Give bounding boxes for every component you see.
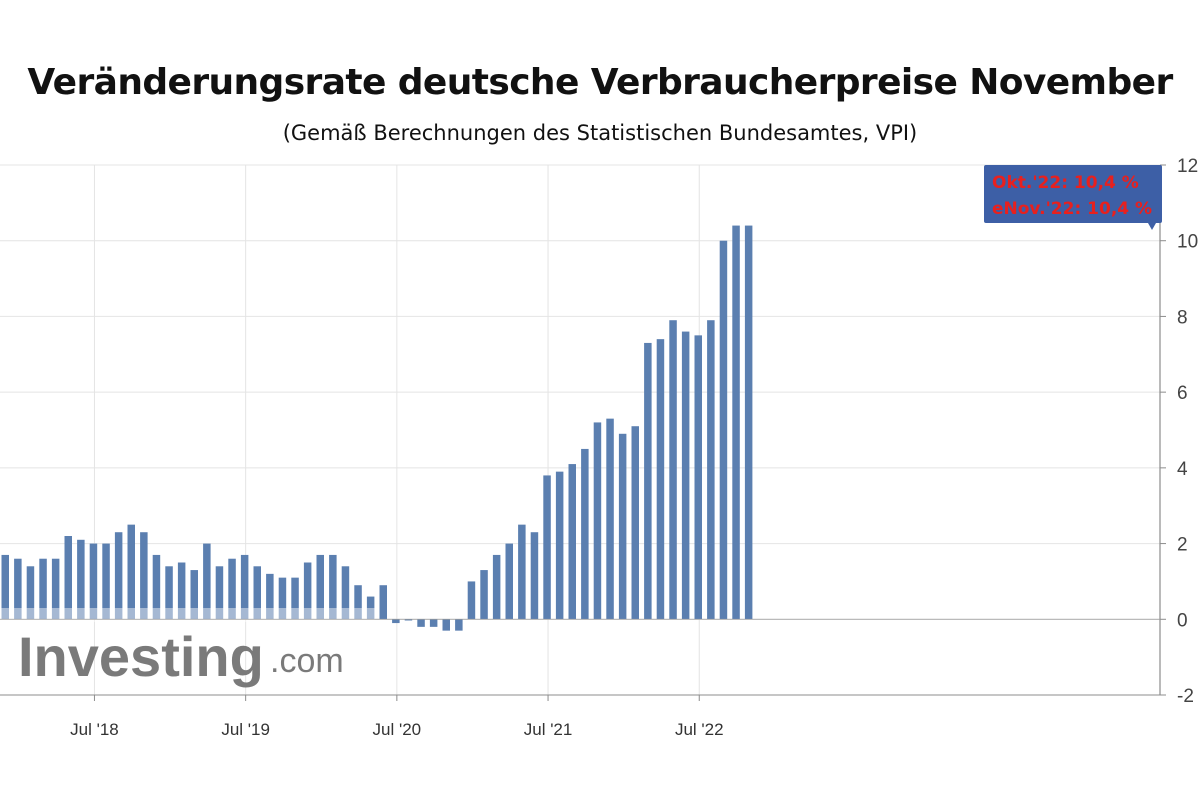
- bar-2021-05: [518, 524, 526, 620]
- y-tick-label: 2: [1177, 535, 1188, 556]
- x-tick-label: Jul '19: [221, 720, 270, 739]
- bar-2020-01: [316, 554, 324, 620]
- bar-2018-07: [89, 543, 98, 620]
- y-tick-label: 10: [1177, 232, 1198, 253]
- bar-2019-01: [165, 566, 173, 620]
- bar-2019-09: [266, 573, 274, 620]
- y-tick-label: 4: [1177, 459, 1188, 480]
- bar-2018-01: [14, 558, 22, 620]
- bar-2022-08: [707, 320, 715, 620]
- bar-2020-06: [379, 585, 387, 620]
- bar-2018-06: [77, 539, 85, 620]
- bar-2018-03: [39, 558, 47, 620]
- y-axis-ticks: -2 0 2 4 6 8 10 12: [1160, 156, 1198, 707]
- bar-2018-02: [26, 566, 35, 620]
- y-tick-label: 0: [1177, 610, 1188, 631]
- bar-2019-11: [291, 577, 299, 620]
- y-tick-label: 6: [1177, 383, 1188, 404]
- bar-2021-08: [555, 471, 564, 620]
- watermark-brand: Investing: [18, 625, 264, 688]
- bar-2022-01: [618, 433, 627, 620]
- chart-subtitle: (Gemäß Berechnungen des Statistischen Bu…: [282, 121, 918, 145]
- bar-2020-08: [404, 619, 413, 621]
- bar-2020-11: [442, 619, 450, 631]
- bar-2021-01: [467, 581, 476, 620]
- watermark-suffix: .com: [270, 642, 344, 680]
- bar-2022-07: [694, 335, 702, 620]
- bar-2018-10: [127, 524, 135, 620]
- bar-2020-07: [392, 619, 400, 624]
- bar-2019-08: [253, 566, 261, 620]
- y-tick-label: 12: [1177, 156, 1198, 177]
- chart-title: Veränderungsrate deutsche Verbraucherpre…: [27, 62, 1173, 103]
- x-tick-label: Jul '21: [524, 720, 573, 739]
- bar-2022-05: [669, 320, 677, 620]
- annotation-pointer: [1148, 223, 1156, 230]
- bar-2020-04: [354, 585, 362, 620]
- bar-2022-02: [631, 426, 639, 620]
- x-tick-label: Jul '20: [373, 720, 422, 739]
- bar-2019-05: [215, 566, 224, 620]
- bar-series: [0, 225, 753, 631]
- annotation-line-1: Okt.'22: 10,4 %: [992, 173, 1139, 193]
- bar-2021-03: [492, 554, 501, 620]
- x-tick-label: Jul '22: [675, 720, 724, 739]
- bar-2018-08: [102, 543, 110, 620]
- bar-2022-03: [644, 342, 652, 620]
- watermark-fade: [0, 608, 375, 622]
- bar-2020-09: [417, 619, 425, 627]
- annotation-line-2: eNov.'22: 10,4 %: [992, 199, 1152, 219]
- bar-2019-04: [203, 543, 211, 620]
- bar-2021-07: [543, 475, 551, 620]
- bar-2021-04: [505, 543, 513, 620]
- bar-2022-10: [732, 225, 740, 620]
- bar-2020-02: [329, 554, 337, 620]
- bar-2020-12: [455, 619, 463, 631]
- bar-2018-11: [140, 532, 148, 620]
- bar-2019-07: [240, 554, 249, 620]
- bar-2020-03: [341, 566, 350, 620]
- bar-2022-06: [681, 331, 690, 620]
- bar-2018-04: [51, 558, 60, 620]
- grid-lines: [0, 164, 1160, 696]
- bar-2021-11: [593, 422, 602, 620]
- bar-2018-12: [152, 554, 161, 620]
- bar-2022-11: [744, 225, 753, 620]
- annotation-box: [984, 165, 1162, 223]
- bar-2018-05: [64, 536, 72, 620]
- bar-2019-02: [177, 562, 186, 620]
- bar-2019-03: [190, 570, 198, 620]
- bar-2020-10: [429, 619, 438, 627]
- bar-2017-12: [1, 554, 9, 620]
- watermark-logo: Investing .com: [18, 625, 344, 688]
- bar-2021-09: [568, 464, 576, 620]
- x-axis-ticks: Jul '18 Jul '19 Jul '20 Jul '21 Jul '22: [70, 695, 724, 739]
- bar-2021-06: [530, 532, 539, 620]
- bar-2020-05: [366, 596, 375, 620]
- bar-2021-10: [581, 448, 589, 620]
- bar-2021-02: [480, 570, 488, 620]
- y-tick-label: -2: [1177, 686, 1194, 707]
- bar-2018-09: [114, 532, 123, 620]
- x-tick-label: Jul '18: [70, 720, 119, 739]
- bar-2022-04: [656, 339, 665, 620]
- bar-2021-12: [606, 418, 614, 620]
- value-annotation: Okt.'22: 10,4 % eNov.'22: 10,4 %: [984, 165, 1162, 230]
- bar-2019-12: [303, 562, 312, 620]
- axes: [0, 165, 1161, 696]
- bar-2019-06: [228, 558, 236, 620]
- bar-2022-09: [719, 240, 728, 620]
- bar-2019-10: [278, 577, 287, 620]
- y-tick-label: 8: [1177, 307, 1188, 328]
